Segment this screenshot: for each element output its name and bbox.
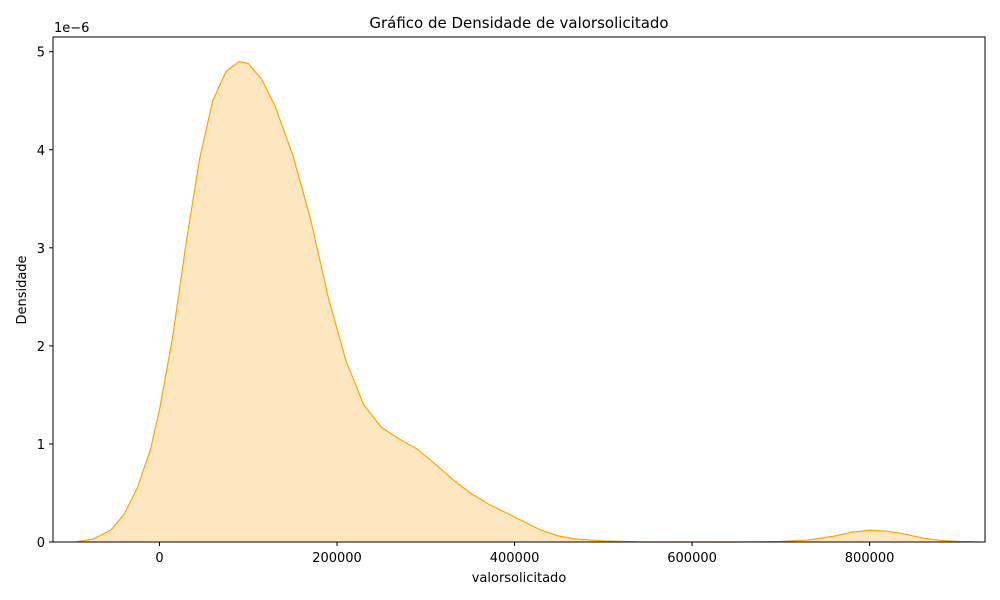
y-tick-label: 2 xyxy=(37,340,45,355)
y-tick-label: 1 xyxy=(37,438,45,453)
y-tick-label: 5 xyxy=(37,46,45,61)
x-tick-label: 400000 xyxy=(490,551,540,566)
y-offset-label: 1e−6 xyxy=(54,21,89,36)
y-tick-label: 4 xyxy=(37,144,45,159)
chart-title: Gráfico de Densidade de valorsolicitado xyxy=(369,14,668,32)
y-tick-label: 3 xyxy=(37,242,45,257)
y-tick-label: 0 xyxy=(37,536,45,551)
plot-area xyxy=(52,36,986,543)
y-axis-label: Densidade xyxy=(15,255,30,324)
density-area-0 xyxy=(75,61,981,542)
density-line-0 xyxy=(75,60,981,543)
axes-frame xyxy=(52,36,986,543)
x-tick-label: 600000 xyxy=(667,551,717,566)
x-axis-label: valorsolicitado xyxy=(472,571,567,586)
x-tick-label: 0 xyxy=(155,551,163,566)
y-axis-ticks: 0 1 2 3 4 5 xyxy=(37,46,53,551)
x-axis-ticks: 0 200000 400000 600000 800000 xyxy=(155,542,894,566)
x-tick-label: 200000 xyxy=(312,551,362,566)
x-tick-label: 800000 xyxy=(845,551,895,566)
